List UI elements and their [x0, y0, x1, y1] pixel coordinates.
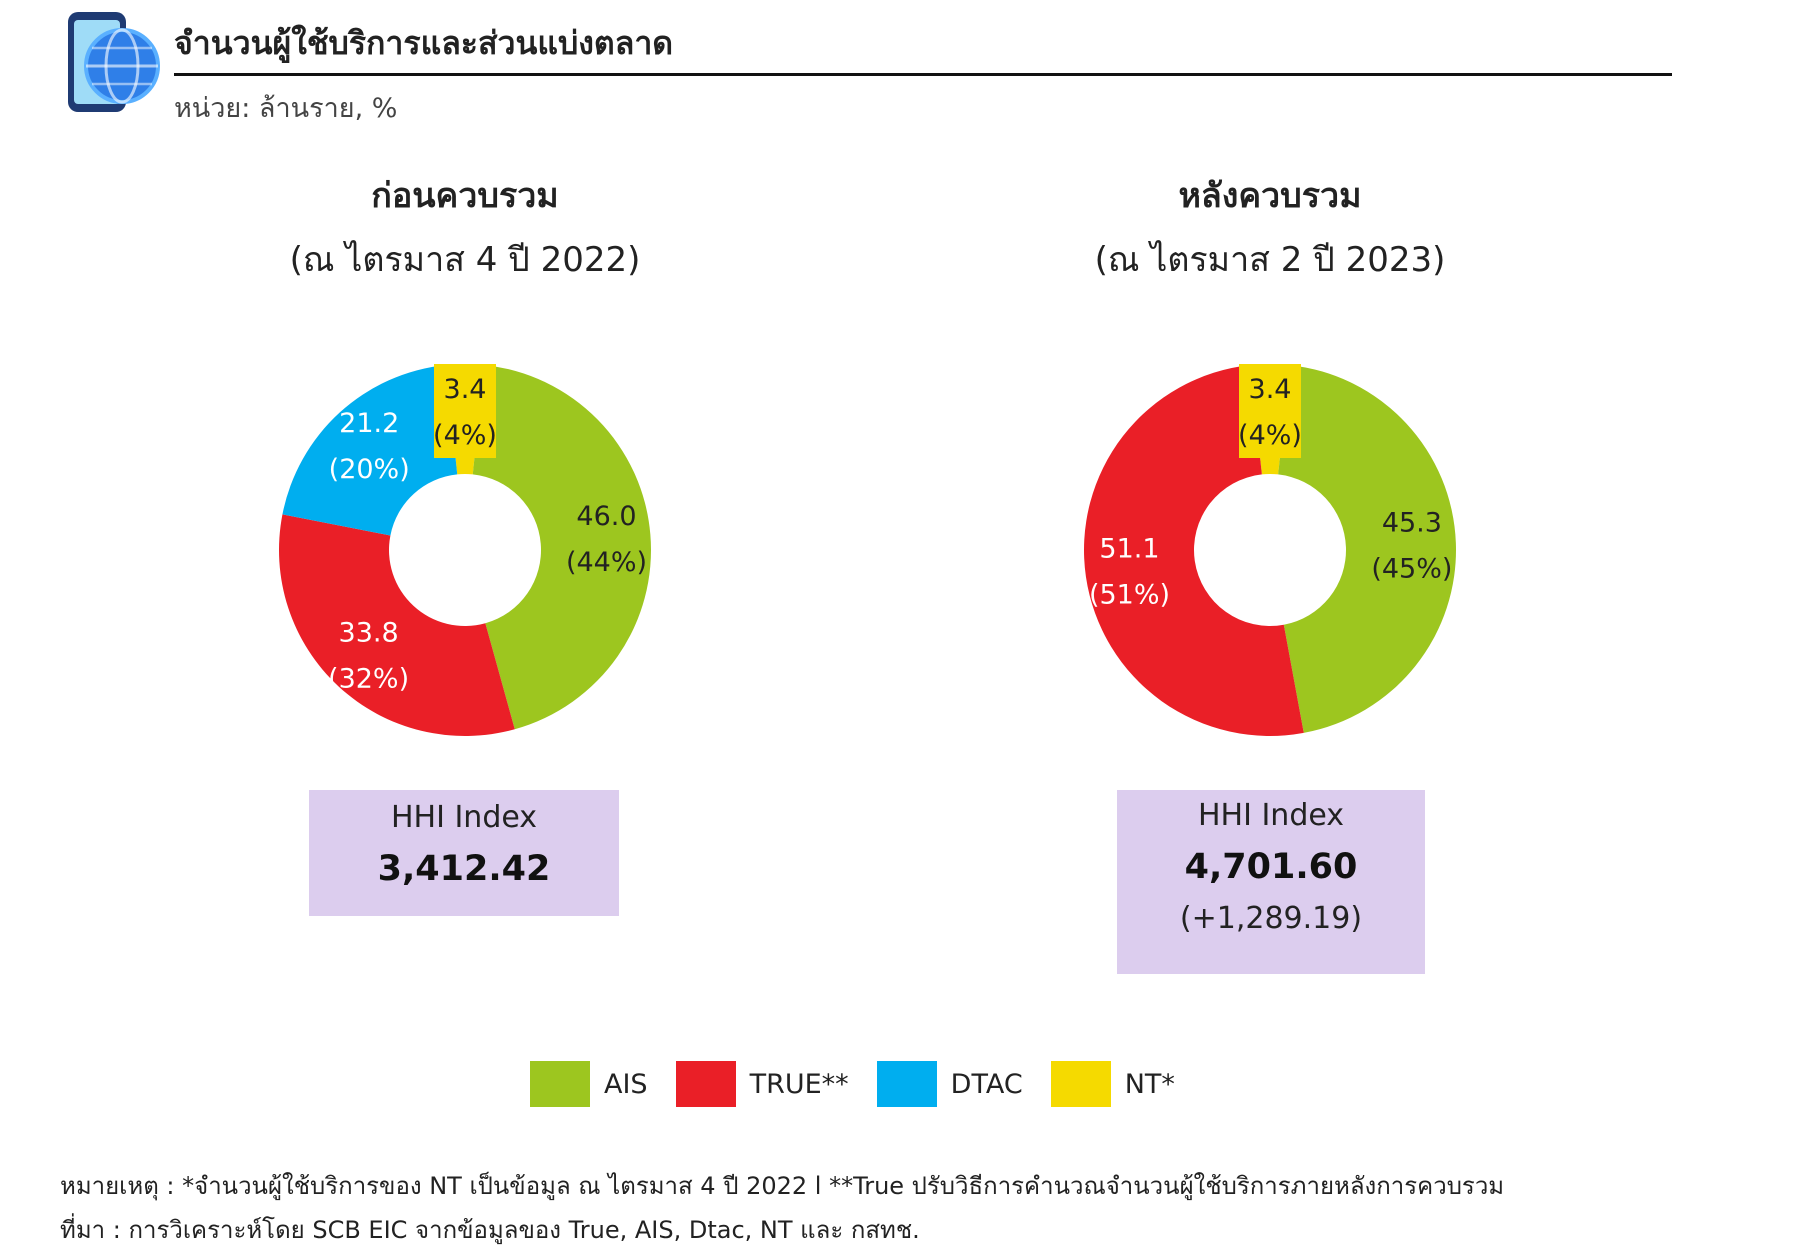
legend-item-ais: AIS [530, 1061, 648, 1107]
data-label-value: 46.0 [576, 501, 636, 532]
data-label-share: (4%) [433, 420, 497, 451]
source-note: ที่มา : การวิเคราะห์โดย SCB EIC จากข้อมู… [60, 1216, 920, 1244]
legend-label: AIS [604, 1068, 648, 1100]
chart-1-title: ก่อนควบรวม [371, 176, 559, 216]
slice-ais [1278, 365, 1456, 733]
data-label-value: 3.4 [1249, 374, 1292, 405]
data-label-share: (32%) [328, 663, 409, 694]
chart-2-subtitle: (ณ ไตรมาส 2 ปี 2023) [1094, 240, 1446, 280]
hhi-box-after: HHI Index 4,701.60 (+1,289.19) [1117, 790, 1425, 974]
legend-label: NT* [1124, 1068, 1175, 1100]
hhi-value: 3,412.42 [377, 849, 551, 889]
legend-swatch [675, 1061, 736, 1107]
unit-label: หน่วย: ล้านราย, % [174, 93, 398, 124]
data-label-value: 51.1 [1099, 533, 1159, 564]
data-label-value: 33.8 [339, 617, 399, 648]
legend-item-dtac: DTAC [876, 1061, 1023, 1107]
nt-label-background [434, 364, 496, 458]
data-label-share: (20%) [329, 454, 410, 485]
legend-swatch [1050, 1061, 1111, 1107]
chart-1-subtitle: (ณ ไตรมาส 4 ปี 2022) [289, 240, 641, 280]
legend-label: TRUE** [749, 1068, 849, 1100]
data-label-share: (44%) [566, 547, 647, 578]
legend-swatch [876, 1061, 937, 1107]
slice-true [279, 514, 515, 736]
data-label-share: (45%) [1371, 554, 1452, 585]
data-label-value: 3.4 [444, 374, 487, 405]
donut-chart-after: 3.4 (4%) 45.3 (45%) 51.1 (51%) [1084, 364, 1456, 736]
slice-dtac [282, 364, 458, 536]
page-title: จำนวนผู้ใช้บริการและส่วนแบ่งตลาด [174, 24, 674, 62]
slice-ais [472, 364, 651, 730]
chart-2-title: หลังควบรวม [1178, 176, 1362, 216]
hhi-box-before: HHI Index 3,412.42 [309, 790, 619, 916]
title-divider [174, 73, 1672, 76]
hhi-value: 4,701.60 [1184, 847, 1358, 887]
chart-legend: AIS TRUE** DTAC NT* [530, 1060, 1203, 1108]
legend-label: DTAC [950, 1068, 1023, 1100]
legend-item-nt: NT* [1050, 1061, 1175, 1107]
legend-swatch [530, 1061, 590, 1107]
legend-item-true: TRUE** [675, 1061, 849, 1107]
hhi-label: HHI Index [390, 800, 538, 835]
nt-label-background [1239, 364, 1301, 458]
donut-chart-before: 3.4 (4%) 46.0 (44%) 33.8 (32%) 21.2 (20%) [279, 364, 651, 736]
data-label-value: 45.3 [1382, 508, 1442, 539]
hhi-change: (+1,289.19) [1179, 901, 1363, 936]
data-label-share: (4%) [1238, 420, 1302, 451]
hhi-label: HHI Index [1197, 798, 1345, 833]
data-label-value: 21.2 [339, 408, 399, 439]
phone-globe-icon [68, 12, 160, 112]
data-label-share: (51%) [1089, 579, 1170, 610]
footnote: หมายเหตุ : *จำนวนผู้ใช้บริการของ NT เป็น… [60, 1172, 1505, 1200]
